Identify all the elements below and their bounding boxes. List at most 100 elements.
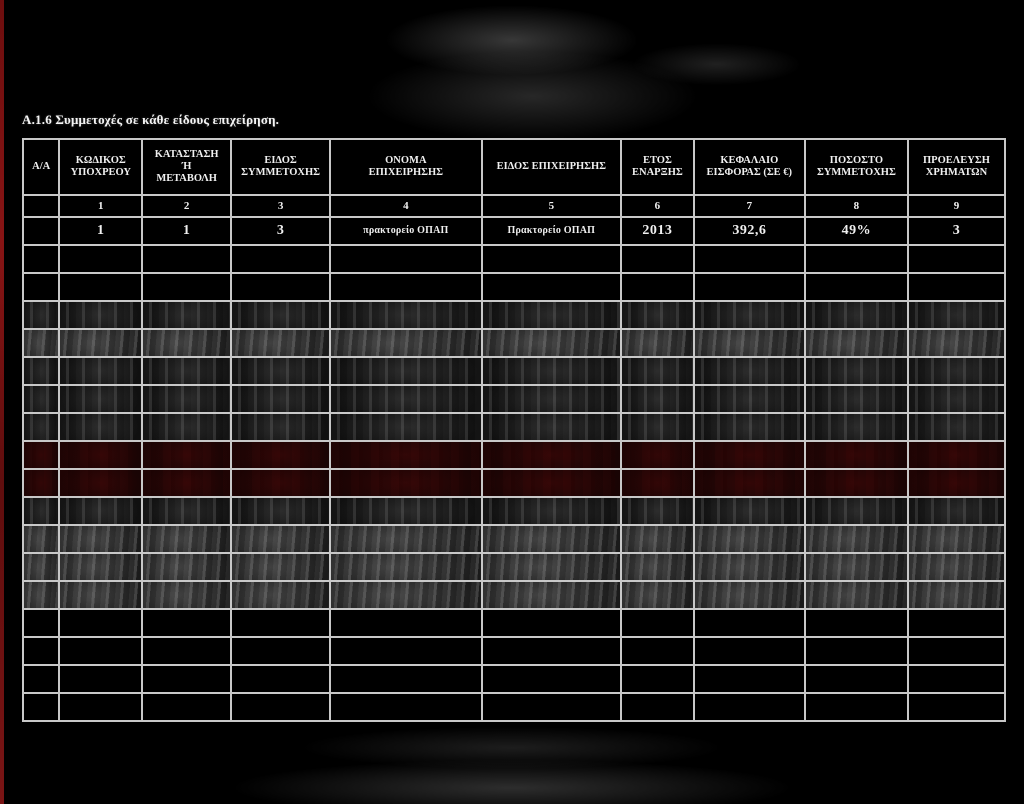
empty-cell [908, 357, 1005, 385]
empty-cell [330, 497, 482, 525]
empty-cell [694, 581, 805, 609]
empty-cell [805, 497, 908, 525]
empty-cell [694, 637, 805, 665]
empty-cell [59, 553, 142, 581]
col-header-pososto: ΠΟΣΟΣΤΟΣΥΜΜΕΤΟΧΗΣ [805, 139, 908, 195]
empty-row [23, 469, 1005, 497]
col-header-aa: Α/Α [23, 139, 59, 195]
empty-cell [908, 609, 1005, 637]
empty-cell [23, 469, 59, 497]
empty-cell [142, 609, 231, 637]
empty-cell [142, 273, 231, 301]
empty-cell [482, 273, 621, 301]
empty-cell [231, 609, 330, 637]
empty-cell [23, 329, 59, 357]
empty-cell [805, 525, 908, 553]
empty-cell [330, 525, 482, 553]
empty-cell [59, 665, 142, 693]
empty-cell [694, 301, 805, 329]
empty-cell [23, 441, 59, 469]
empty-cell [621, 525, 694, 553]
col-number-proelefsi: 9 [908, 195, 1005, 217]
empty-cell [330, 665, 482, 693]
empty-cell [908, 637, 1005, 665]
empty-cell [805, 581, 908, 609]
col-header-proelefsi: ΠΡΟΕΛΕΥΣΗΧΡΗΜΑΤΩΝ [908, 139, 1005, 195]
empty-cell [482, 385, 621, 413]
col-header-eidos_sym: ΕΙΔΟΣΣΥΜΜΕΤΟΧΗΣ [231, 139, 330, 195]
empty-cell [482, 469, 621, 497]
empty-cell [482, 357, 621, 385]
empty-cell [59, 497, 142, 525]
empty-cell [231, 413, 330, 441]
empty-row [23, 609, 1005, 637]
cell-eidos_epi: Πρακτορείο ΟΠΑΠ [482, 217, 621, 245]
empty-cell [142, 693, 231, 721]
empty-row [23, 329, 1005, 357]
empty-cell [59, 637, 142, 665]
empty-cell [694, 385, 805, 413]
empty-cell [482, 497, 621, 525]
empty-cell [142, 525, 231, 553]
col-header-kefalaio: ΚΕΦΑΛΑΙΟΕΙΣΦΟΡΑΣ (ΣΕ €) [694, 139, 805, 195]
empty-cell [694, 497, 805, 525]
empty-row [23, 637, 1005, 665]
empty-cell [908, 273, 1005, 301]
empty-cell [908, 553, 1005, 581]
empty-cell [694, 609, 805, 637]
empty-cell [482, 441, 621, 469]
empty-cell [621, 469, 694, 497]
empty-cell [621, 609, 694, 637]
empty-cell [330, 385, 482, 413]
empty-cell [231, 469, 330, 497]
empty-cell [621, 693, 694, 721]
col-number-pososto: 8 [805, 195, 908, 217]
empty-cell [805, 637, 908, 665]
cell-kodikos: 1 [59, 217, 142, 245]
empty-cell [908, 665, 1005, 693]
empty-cell [23, 301, 59, 329]
empty-cell [23, 413, 59, 441]
empty-cell [59, 385, 142, 413]
cell-pososto: 49% [805, 217, 908, 245]
empty-cell [59, 329, 142, 357]
empty-cell [694, 273, 805, 301]
empty-cell [694, 665, 805, 693]
empty-cell [231, 581, 330, 609]
empty-cell [908, 693, 1005, 721]
empty-cell [59, 441, 142, 469]
empty-cell [805, 553, 908, 581]
empty-cell [142, 441, 231, 469]
empty-cell [482, 553, 621, 581]
empty-cell [23, 245, 59, 273]
cell-kefalaio: 392,6 [694, 217, 805, 245]
empty-cell [231, 497, 330, 525]
empty-cell [805, 441, 908, 469]
empty-cell [805, 385, 908, 413]
empty-cell [231, 553, 330, 581]
empty-cell [621, 581, 694, 609]
col-number-aa [23, 195, 59, 217]
empty-cell [231, 385, 330, 413]
empty-cell [23, 581, 59, 609]
empty-cell [231, 665, 330, 693]
empty-row [23, 357, 1005, 385]
empty-cell [142, 469, 231, 497]
col-header-katastasi: ΚΑΤΑΣΤΑΣΗΉΜΕΤΑΒΟΛΗ [142, 139, 231, 195]
empty-cell [59, 581, 142, 609]
empty-row [23, 693, 1005, 721]
empty-row [23, 665, 1005, 693]
empty-cell [908, 329, 1005, 357]
empty-cell [142, 385, 231, 413]
empty-cell [231, 525, 330, 553]
empty-row [23, 497, 1005, 525]
empty-cell [621, 357, 694, 385]
empty-cell [805, 665, 908, 693]
col-header-etos: ΕΤΟΣΕΝΑΡΞΗΣ [621, 139, 694, 195]
empty-row [23, 525, 1005, 553]
empty-cell [805, 357, 908, 385]
empty-cell [621, 553, 694, 581]
empty-cell [330, 693, 482, 721]
empty-cell [142, 357, 231, 385]
empty-cell [621, 665, 694, 693]
